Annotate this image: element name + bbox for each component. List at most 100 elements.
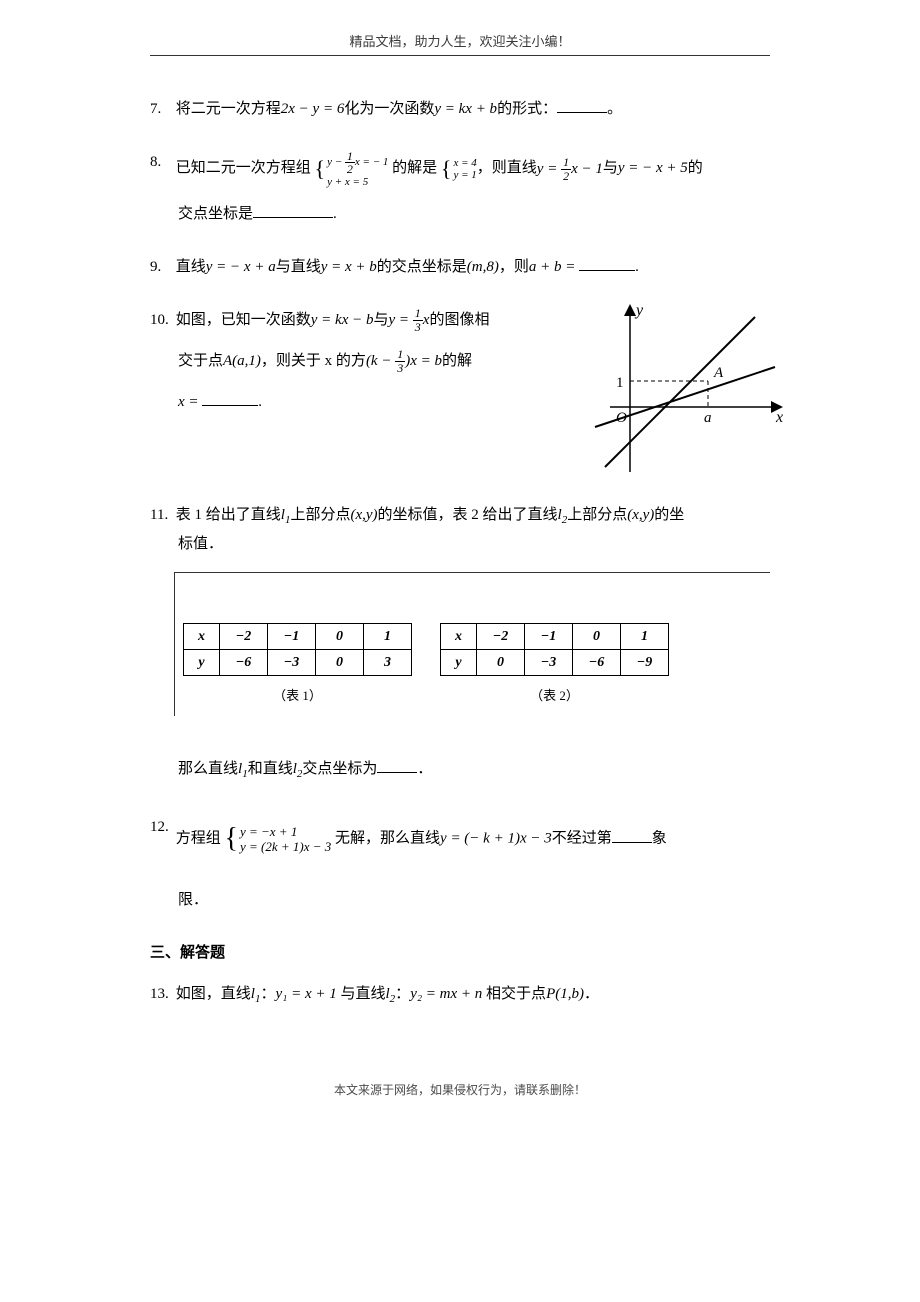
- q-text: ：: [395, 986, 410, 1002]
- pt: P(1,b): [546, 986, 584, 1002]
- q-tail: .: [635, 259, 639, 275]
- q-text: 和直线: [248, 761, 293, 777]
- pt: (m,8): [467, 259, 499, 275]
- q-text: 与: [603, 161, 618, 177]
- q-text: 与直线: [276, 259, 321, 275]
- pt: A(a,1): [223, 353, 261, 369]
- q-text: 已知二元一次方程组: [176, 161, 311, 177]
- eq: y = kx − b: [311, 312, 374, 328]
- q-text: 将二元一次方程: [176, 101, 281, 117]
- eq: y = − x + a: [206, 259, 276, 275]
- svg-text:a: a: [704, 410, 712, 426]
- eq: y = (− k + 1)x − 3: [440, 831, 552, 847]
- q-text: 那么直线: [178, 761, 238, 777]
- q-text: 的图像相: [429, 312, 489, 328]
- svg-text:x: x: [775, 409, 783, 426]
- q-text: ，则直线: [477, 161, 537, 177]
- svg-text:A: A: [713, 365, 724, 381]
- eq: y₂ = mx + n: [410, 986, 482, 1002]
- q-text: 无解，那么直线: [335, 831, 440, 847]
- q-text: 如图，已知一次函数: [176, 312, 311, 328]
- brace-system: { y = −x + 1 y = (2k + 1)x − 3: [225, 814, 332, 864]
- problem-13: 13. 如图，直线l1：y₁ = x + 1 与直线l2：y₂ = mx + n…: [150, 981, 770, 1010]
- q-tail: .: [258, 394, 262, 410]
- table-2-block: x −2−101 y 0−3−6−9 （表 2）: [440, 623, 669, 708]
- q-text: 与直线: [337, 986, 386, 1002]
- eq: (k − 13)x = b: [366, 353, 442, 369]
- l2: l2: [386, 986, 396, 1002]
- problem-8: 8. 已知二元一次方程组 { y − 12x = − 1 y + x = 5 的…: [150, 149, 770, 228]
- q-tail: .: [333, 206, 337, 222]
- q-text: 相交于点: [482, 986, 546, 1002]
- q-text: 限．: [178, 887, 770, 914]
- q-tail: ．: [417, 761, 432, 777]
- q-text: 的解: [442, 353, 472, 369]
- q-text: ：: [260, 986, 275, 1002]
- eq: y = − x + 5: [618, 161, 688, 177]
- q-text: 的形式：: [497, 101, 557, 117]
- q-text: 的解是: [392, 161, 437, 177]
- table-caption: （表 1）: [183, 684, 412, 707]
- q-text: 上部分点: [290, 507, 350, 523]
- eq: y = 13x: [389, 312, 430, 328]
- problem-7: 7. 将二元一次方程2x − y = 6化为一次函数y = kx + b的形式：…: [150, 96, 770, 123]
- blank: [253, 203, 333, 218]
- eq: y₁ = x + 1: [275, 986, 336, 1002]
- q-text: 直线: [176, 259, 206, 275]
- section-title: 三、解答题: [150, 940, 770, 967]
- eq: y = 12x − 1: [537, 161, 603, 177]
- q-text: 的交点坐标是: [377, 259, 467, 275]
- figure-axes: y x 1 a O A: [580, 297, 790, 487]
- q-tail: ．: [584, 986, 599, 1002]
- q-text: 的坐: [654, 507, 684, 523]
- q-num: 7.: [150, 96, 172, 123]
- q-num: 12.: [150, 814, 172, 841]
- q-num: 11.: [150, 502, 172, 529]
- table-1: x −2−101 y −6−303: [183, 623, 412, 676]
- tables-container: x −2−101 y −6−303 （表 1） x −2−101: [174, 572, 770, 716]
- l1: l1: [238, 761, 248, 777]
- q-text: 象: [652, 831, 667, 847]
- q-text: 与: [373, 312, 388, 328]
- q-num: 9.: [150, 254, 172, 281]
- page-footer: 本文来源于网络，如果侵权行为，请联系删除！: [150, 1080, 770, 1102]
- pt: (x,y): [627, 507, 654, 523]
- eq: 2x − y = 6: [281, 101, 345, 117]
- svg-text:O: O: [616, 410, 627, 426]
- brace-system: { x = 4 y = 1: [441, 149, 477, 189]
- q-text: 方程组: [176, 831, 221, 847]
- l1: l1: [281, 507, 291, 523]
- blank: [557, 98, 607, 113]
- eq: a + b =: [529, 259, 576, 275]
- table-1-block: x −2−101 y −6−303 （表 1）: [183, 623, 412, 708]
- q-num: 13.: [150, 981, 172, 1008]
- q-text: 交点坐标是: [178, 206, 253, 222]
- blank: [202, 391, 258, 406]
- table-caption: （表 2）: [440, 684, 669, 707]
- q-tail: 。: [607, 101, 622, 117]
- eq: y = x + b: [321, 259, 377, 275]
- q-text: 标值．: [178, 531, 770, 558]
- l1: l1: [251, 986, 261, 1002]
- blank: [579, 256, 635, 271]
- svg-text:y: y: [634, 302, 644, 319]
- q-text: 化为一次函数: [344, 101, 434, 117]
- q-text: 的坐标值，表 2 给出了直线: [378, 507, 558, 523]
- problem-9: 9. 直线y = − x + a与直线y = x + b的交点坐标是(m,8)，…: [150, 254, 770, 281]
- table-2: x −2−101 y 0−3−6−9: [440, 623, 669, 676]
- q-num: 8.: [150, 149, 172, 176]
- l2: l2: [558, 507, 568, 523]
- q-text: 交点坐标为: [302, 761, 377, 777]
- q-text: 不经过第: [552, 831, 612, 847]
- eq: x =: [178, 394, 199, 410]
- blank: [612, 828, 652, 843]
- problem-10: 10. 如图，已知一次函数y = kx − b与y = 13x的图像相 交于点A…: [150, 307, 770, 416]
- eq: y = kx + b: [434, 101, 497, 117]
- l2: l2: [293, 761, 303, 777]
- problem-12: 12. 方程组 { y = −x + 1 y = (2k + 1)x − 3 无…: [150, 814, 770, 913]
- q-text: 表 1 给出了直线: [176, 507, 281, 523]
- q-text: 如图，直线: [176, 986, 251, 1002]
- blank: [377, 758, 417, 773]
- q-text: ，则: [499, 259, 529, 275]
- page-header: 精品文档，助力人生，欢迎关注小编！: [150, 30, 770, 56]
